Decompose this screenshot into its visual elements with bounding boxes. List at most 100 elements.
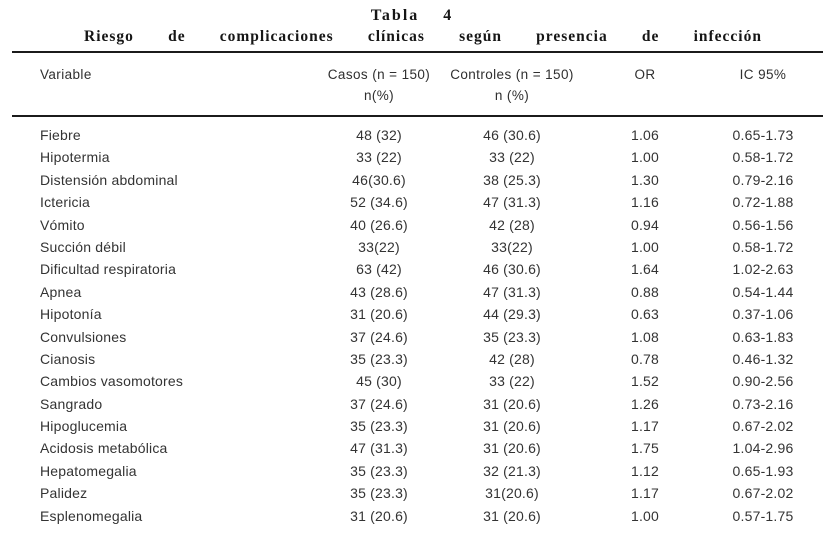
row-variable: Sangrado [40,395,103,412]
row-ic: 0.57-1.75 [732,507,794,524]
row-casos: 46(30.6) [352,171,406,188]
row-variable: Cambios vasomotores [40,373,184,390]
row-casos: 52 (34.6) [350,194,408,211]
row-controles: 47 (31.3) [483,194,541,211]
table-subtitle: Riesgo de complicaciones clínicas según … [84,28,762,45]
row-variable: Vómito [40,216,85,233]
row-or: 1.00 [630,238,660,255]
row-controles: 33 (22) [489,149,535,166]
table-title-block: Tabla 4 Riesgo de complicaciones clínica… [0,0,824,47]
row-ic: 0.65-1.73 [732,127,794,143]
table-header-row: Variable Casos (n = 150) Controles (n = … [12,66,822,84]
row-ic: 0.56-1.56 [732,216,794,233]
row-or: 0.63 [630,306,660,323]
table-row: Cianosis 35 (23.3) 42 (28) 0.78 0.46-1.3… [12,348,822,370]
subheader-controles-npct: n (%) [494,88,530,103]
table-row: Ictericia 52 (34.6) 47 (31.3) 1.16 0.72-… [12,191,822,213]
subheader-spacer [586,88,704,104]
row-variable: Distensión abdominal [40,171,178,188]
row-or: 1.06 [630,127,660,143]
row-controles: 31 (20.6) [483,440,541,457]
row-or: 1.64 [630,261,660,278]
row-variable: Ictericia [40,194,91,211]
row-ic: 1.04-2.96 [732,440,794,457]
row-controles: 42 (28) [489,216,535,233]
row-or: 1.17 [630,485,660,502]
table-body: Fiebre 48 (32) 46 (30.6) 1.06 0.65-1.73 … [0,117,824,527]
table-row: Cambios vasomotores 45 (30) 33 (22) 1.52… [12,370,822,392]
row-variable: Dificultad respiratoria [40,261,177,278]
row-or: 1.12 [630,462,660,479]
row-variable: Convulsiones [40,328,127,345]
row-variable: Esplenomegalia [40,507,143,524]
row-ic: 0.67-2.02 [732,485,794,502]
row-casos: 43 (28.6) [350,283,408,300]
row-or: 0.88 [630,283,660,300]
row-variable: Hipotonía [40,306,102,323]
row-or: 1.08 [630,328,660,345]
row-casos: 47 (31.3) [350,440,408,457]
row-variable: Hipotermia [40,149,110,166]
table-row: Hipotonía 31 (20.6) 44 (29.3) 0.63 0.37-… [12,303,822,325]
table-row: Dificultad respiratoria 63 (42) 46 (30.6… [12,258,822,280]
table-row: Sangrado 37 (24.6) 31 (20.6) 1.26 0.73-2… [12,393,822,415]
row-controles: 33(22) [491,238,533,255]
row-casos: 40 (26.6) [350,216,408,233]
row-ic: 0.63-1.83 [732,328,794,345]
row-or: 0.78 [630,350,660,367]
row-or: 1.16 [630,194,660,211]
row-controles: 32 (21.3) [483,462,541,479]
row-casos: 31 (20.6) [350,507,408,524]
row-ic: 0.58-1.72 [732,238,794,255]
table-row: Hipoglucemia 35 (23.3) 31 (20.6) 1.17 0.… [12,415,822,437]
row-controles: 42 (28) [489,350,535,367]
row-ic: 0.73-2.16 [732,395,794,412]
row-casos: 48 (32) [356,127,402,143]
row-or: 1.00 [630,507,660,524]
table-number-title: Tabla 4 [370,7,454,24]
table-row: Distensión abdominal 46(30.6) 38 (25.3) … [12,169,822,191]
table-row: Vómito 40 (26.6) 42 (28) 0.94 0.56-1.56 [12,214,822,236]
row-ic: 0.58-1.72 [732,149,794,166]
row-variable: Fiebre [40,127,81,143]
row-controles: 33 (22) [489,373,535,390]
table-header: Variable Casos (n = 150) Controles (n = … [0,53,824,115]
row-casos: 63 (42) [356,261,402,278]
table-row: Hepatomegalia 35 (23.3) 32 (21.3) 1.12 0… [12,460,822,482]
column-header-variable: Variable [40,67,92,82]
row-casos: 45 (30) [356,373,402,390]
row-variable: Acidosis metabólica [40,440,168,457]
row-or: 1.17 [630,418,660,435]
row-variable: Palidez [40,485,88,502]
row-casos: 35 (23.3) [350,462,408,479]
row-controles: 31(20.6) [485,485,539,502]
row-variable: Hepatomegalia [40,462,137,479]
row-or: 1.30 [630,171,660,188]
table-row: Acidosis metabólica 47 (31.3) 31 (20.6) … [12,437,822,459]
column-header-or: OR [634,67,656,82]
row-ic: 0.37-1.06 [732,306,794,323]
row-casos: 37 (24.6) [350,328,408,345]
row-controles: 47 (31.3) [483,283,541,300]
row-variable: Succión débil [40,238,126,255]
row-ic: 0.79-2.16 [732,171,794,188]
top-rule [12,51,823,53]
row-casos: 33 (22) [356,149,402,166]
subheader-casos-npct: n(%) [363,88,395,103]
table-row: Palidez 35 (23.3) 31(20.6) 1.17 0.67-2.0… [12,482,822,504]
row-or: 1.26 [630,395,660,412]
row-controles: 46 (30.6) [483,261,541,278]
row-casos: 35 (23.3) [350,418,408,435]
row-ic: 1.02-2.63 [732,261,794,278]
row-controles: 31 (20.6) [483,395,541,412]
row-casos: 31 (20.6) [350,306,408,323]
table-row: Succión débil 33(22) 33(22) 1.00 0.58-1.… [12,236,822,258]
row-or: 1.75 [630,440,660,457]
header-rule [12,115,823,117]
row-casos: 33(22) [358,238,400,255]
row-casos: 35 (23.3) [350,350,408,367]
row-controles: 38 (25.3) [483,171,541,188]
row-ic: 0.67-2.02 [732,418,794,435]
row-casos: 35 (23.3) [350,485,408,502]
